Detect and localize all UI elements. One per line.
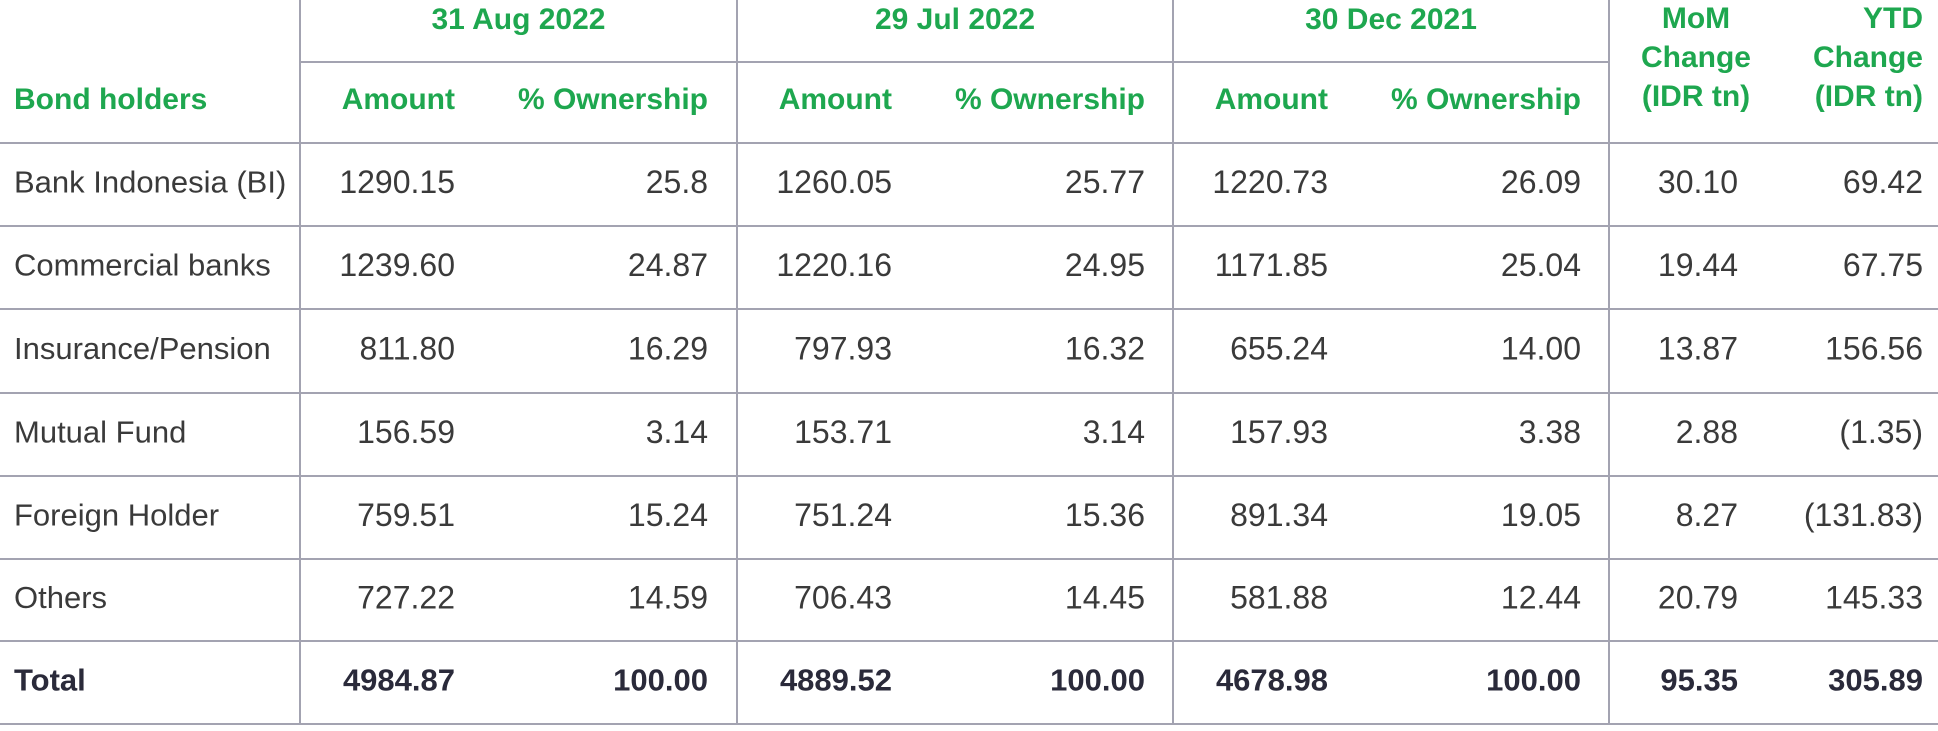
cell: 95.35 [1660, 663, 1738, 698]
cell: 69.42 [1843, 164, 1923, 200]
column-header: YTD [1863, 2, 1923, 35]
column-header: Change [1641, 41, 1751, 74]
cell: 8.27 [1676, 497, 1738, 533]
cell: 24.87 [628, 247, 708, 283]
cell: 1239.60 [339, 247, 455, 283]
cell: 1260.05 [776, 164, 892, 200]
row-label: Mutual Fund [14, 415, 186, 450]
group-header: 31 Aug 2022 [432, 3, 606, 36]
column-header: (IDR tn) [1642, 80, 1750, 113]
cell: 655.24 [1230, 330, 1328, 366]
cell: 1220.16 [776, 247, 892, 283]
cell: 24.95 [1065, 247, 1145, 283]
cell: 15.24 [628, 497, 708, 533]
row-label: Insurance/Pension [14, 331, 271, 366]
cell: 13.87 [1658, 330, 1738, 366]
cell: 3.38 [1519, 414, 1581, 450]
cell: 12.44 [1501, 579, 1581, 615]
cell: 20.79 [1658, 579, 1738, 615]
column-header: Change [1813, 41, 1923, 74]
row-label: Total [14, 663, 86, 698]
column-header: % Ownership [518, 83, 708, 116]
column-header: % Ownership [1391, 83, 1581, 116]
cell: (131.83) [1804, 497, 1923, 533]
row-label: Others [14, 580, 107, 615]
cell: 25.8 [646, 164, 708, 200]
cell: 145.33 [1825, 579, 1923, 615]
cell: 14.45 [1065, 579, 1145, 615]
cell: 25.04 [1501, 247, 1581, 283]
cell: 15.36 [1065, 497, 1145, 533]
cell: 3.14 [646, 414, 708, 450]
group-header: 29 Jul 2022 [875, 3, 1035, 36]
group-header: 30 Dec 2021 [1305, 3, 1477, 36]
cell: 4889.52 [780, 663, 892, 698]
cell: 14.59 [628, 579, 708, 615]
cell: 16.29 [628, 330, 708, 366]
row-label-header: Bond holders [14, 83, 207, 116]
column-header: (IDR tn) [1815, 80, 1923, 113]
row-label: Bank Indonesia (BI) [14, 165, 286, 200]
cell: 26.09 [1501, 164, 1581, 200]
cell: 100.00 [613, 663, 708, 698]
cell: 797.93 [794, 330, 892, 366]
cell: 581.88 [1230, 579, 1328, 615]
cell: 706.43 [794, 579, 892, 615]
cell: 3.14 [1083, 414, 1145, 450]
cell: 4984.87 [343, 663, 455, 698]
row-label: Foreign Holder [14, 498, 219, 533]
column-header: Amount [342, 83, 455, 116]
cell: 156.59 [357, 414, 455, 450]
cell: 100.00 [1050, 663, 1145, 698]
cell: 19.44 [1658, 247, 1738, 283]
cell: 759.51 [357, 497, 455, 533]
cell: 1220.73 [1212, 164, 1328, 200]
column-header: Amount [1215, 83, 1328, 116]
row-label: Commercial banks [14, 248, 271, 283]
cell: 305.89 [1828, 663, 1923, 698]
cell: 157.93 [1230, 414, 1328, 450]
cell: 14.00 [1501, 330, 1581, 366]
column-header: Amount [779, 83, 892, 116]
cell: 4678.98 [1216, 663, 1328, 698]
column-header: % Ownership [955, 83, 1145, 116]
cell: 30.10 [1658, 164, 1738, 200]
cell: 25.77 [1065, 164, 1145, 200]
cell: 891.34 [1230, 497, 1328, 533]
cell: 156.56 [1825, 330, 1923, 366]
cell: 67.75 [1843, 247, 1923, 283]
cell: 727.22 [357, 579, 455, 615]
column-header: MoM [1662, 2, 1730, 35]
cell: 19.05 [1501, 497, 1581, 533]
cell: 100.00 [1486, 663, 1581, 698]
cell: (1.35) [1839, 414, 1923, 450]
cell: 751.24 [794, 497, 892, 533]
cell: 1171.85 [1215, 247, 1328, 283]
cell: 811.80 [360, 330, 456, 366]
cell: 153.71 [794, 414, 892, 450]
cell: 1290.15 [339, 164, 455, 200]
cell: 16.32 [1065, 330, 1145, 366]
cell: 2.88 [1676, 414, 1738, 450]
